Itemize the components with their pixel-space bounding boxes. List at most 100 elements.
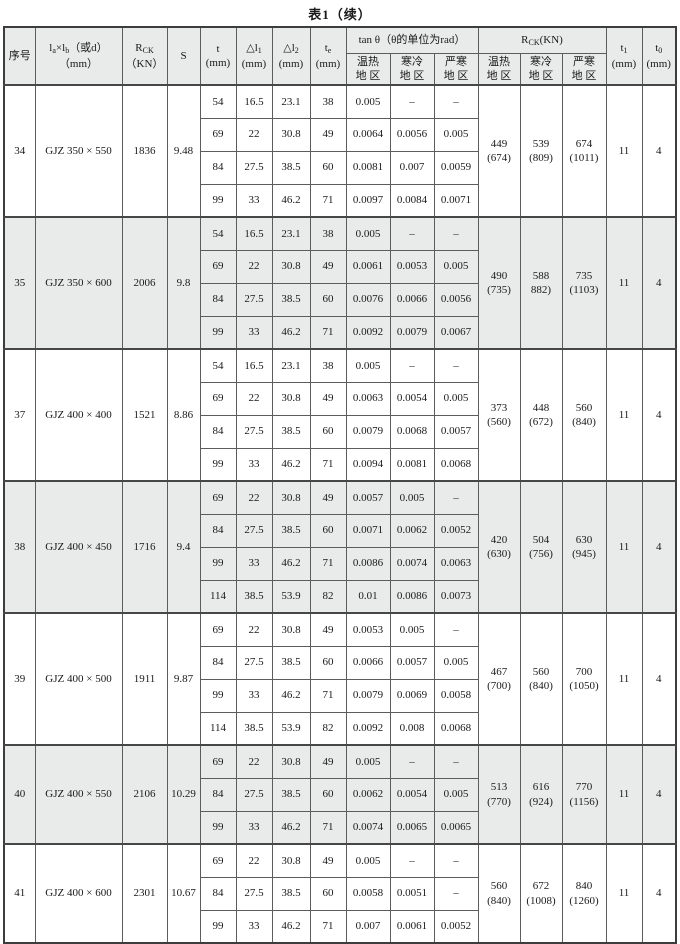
te-cell: 49 — [309, 612, 347, 647]
t-cell: 99 — [199, 447, 237, 482]
tan-cold-cell: 0.0074 — [389, 546, 435, 581]
dl2-cell: 38.5 — [271, 645, 311, 680]
table-row: 39 GJZ 400 × 500 1911 9.87 69 22 30.8 49 0.0053 0… — [3, 612, 677, 746]
dl2-cell: 30.8 — [271, 117, 311, 152]
tan-cold-cell: 0.005 — [389, 480, 435, 515]
table-row: 69 22 30.8 49 0.0063 0.0054 0.005 — [4, 381, 676, 416]
te-cell: 49 — [309, 381, 347, 416]
col-header-t1: t1 (mm) — [605, 26, 643, 86]
tan-warm-cell: 0.005 — [345, 843, 391, 878]
te-cell: 60 — [309, 513, 347, 548]
dl1-cell: 22 — [235, 480, 273, 515]
dl1-cell: 38.5 — [235, 579, 273, 614]
dl1-cell: 16.5 — [235, 84, 273, 119]
tan-severe-cell: 0.0067 — [433, 315, 479, 350]
tan-warm-cell: 0.0086 — [345, 546, 391, 581]
t-cell: 69 — [199, 249, 237, 284]
dl2-cell: 53.9 — [271, 711, 311, 746]
dl1-cell: 27.5 — [235, 513, 273, 548]
dl1-cell: 33 — [235, 315, 273, 350]
t-cell: 84 — [199, 645, 237, 680]
t1-cell: 11 — [605, 744, 643, 845]
t-cell: 99 — [199, 546, 237, 581]
tan-severe-cell: – — [433, 843, 479, 878]
t0-cell: 4 — [641, 480, 677, 614]
table-row: 99 33 46.2 71 0.0097 0.0084 0.0071 — [4, 183, 676, 218]
t-cell: 99 — [199, 315, 237, 350]
dl2-cell: 30.8 — [271, 612, 311, 647]
col-header-dl2: △l2 (mm) — [271, 26, 311, 86]
tan-warm-cell: 0.0057 — [345, 480, 391, 515]
tan-cold-cell: 0.0061 — [389, 909, 435, 944]
dl1-cell: 22 — [235, 843, 273, 878]
tan-warm-cell: 0.0092 — [345, 711, 391, 746]
t-cell: 84 — [199, 282, 237, 317]
t-cell: 99 — [199, 810, 237, 845]
t0-cell: 4 — [641, 744, 677, 845]
tan-cold-cell: 0.0057 — [389, 645, 435, 680]
dl1-cell: 16.5 — [235, 348, 273, 383]
table-row: 34 GJZ 350 × 550 1836 9.48 54 16.5 23.1 38 0.005… — [3, 84, 677, 218]
dl2-cell: 23.1 — [271, 216, 311, 251]
dl2-cell: 46.2 — [271, 447, 311, 482]
tan-severe-cell: 0.005 — [433, 117, 479, 152]
col-header-tan-warm: 温热 地 区 — [345, 52, 391, 86]
tan-severe-cell: – — [433, 348, 479, 383]
col-header-tan-cold: 寒冷 地 区 — [389, 52, 435, 86]
s-cell: 10.29 — [166, 744, 201, 845]
rck-warm-cell: 560 (840) — [477, 843, 521, 944]
t-cell: 69 — [199, 381, 237, 416]
s-cell: 8.86 — [166, 348, 201, 482]
dl2-cell: 23.1 — [271, 84, 311, 119]
te-cell: 38 — [309, 348, 347, 383]
tan-cold-cell: 0.0079 — [389, 315, 435, 350]
tan-cold-cell: 0.0051 — [389, 876, 435, 911]
rck-cold-cell: 560 (840) — [519, 612, 563, 746]
tan-cold-cell: 0.007 — [389, 150, 435, 185]
t-cell: 84 — [199, 414, 237, 449]
tan-warm-cell: 0.005 — [345, 216, 391, 251]
dl1-cell: 27.5 — [235, 414, 273, 449]
seq-cell: 35 — [3, 216, 36, 350]
dl1-cell: 33 — [235, 546, 273, 581]
table-row: 35 GJZ 350 × 600 2006 9.8 54 16.5 23.1 38 0.005–… — [3, 216, 677, 350]
tan-warm-cell: 0.0079 — [345, 414, 391, 449]
rck-warm-cell: 373 (560) — [477, 348, 521, 482]
page-title: 表1（续） — [308, 7, 372, 22]
tan-cold-cell: 0.0086 — [389, 579, 435, 614]
t-cell: 69 — [199, 843, 237, 878]
table-row: 114 38.5 53.9 82 0.0092 0.008 0.0068 — [4, 711, 676, 746]
tan-warm-cell: 0.0074 — [345, 810, 391, 845]
tan-warm-cell: 0.0097 — [345, 183, 391, 218]
tan-warm-cell: 0.0071 — [345, 513, 391, 548]
rck-cell: 1911 — [121, 612, 168, 746]
tan-cold-cell: 0.008 — [389, 711, 435, 746]
rck-severe-cell: 630 (945) — [561, 480, 607, 614]
t-cell: 69 — [199, 744, 237, 779]
tan-cold-cell: – — [389, 84, 435, 119]
tan-cold-cell: 0.0069 — [389, 678, 435, 713]
rck-severe-cell: 840 (1260) — [561, 843, 607, 944]
rck-cell: 2006 — [121, 216, 168, 350]
table-row: 84 27.5 38.5 60 0.0066 0.0057 0.005 — [4, 645, 676, 680]
table-row: 38 GJZ 400 × 450 1716 9.4 69 22 30.8 49 0.0057 0.… — [3, 480, 677, 614]
tan-cold-cell: – — [389, 843, 435, 878]
table-row: 69 22 30.8 49 0.0064 0.0056 0.005 — [4, 117, 676, 152]
tan-warm-cell: 0.0081 — [345, 150, 391, 185]
dl2-cell: 30.8 — [271, 249, 311, 284]
rck-cell: 2301 — [121, 843, 168, 944]
table-row: 84 27.5 38.5 60 0.0058 0.0051– — [4, 876, 676, 911]
table-row: 99 33 46.2 71 0.0086 0.0074 0.0063 — [4, 546, 676, 581]
tan-warm-cell: 0.0053 — [345, 612, 391, 647]
t-cell: 69 — [199, 480, 237, 515]
col-header-te: te (mm) — [309, 26, 347, 86]
tan-cold-cell: 0.0065 — [389, 810, 435, 845]
rck-warm-cell: 420 (630) — [477, 480, 521, 614]
col-group-tan: tan θ（θ的单位为rad） — [345, 26, 479, 54]
rck-cell: 2106 — [121, 744, 168, 845]
rck-cold-cell: 448 (672) — [519, 348, 563, 482]
s-cell: 9.48 — [166, 84, 201, 218]
tan-severe-cell: 0.0073 — [433, 579, 479, 614]
s-cell: 9.4 — [166, 480, 201, 614]
te-cell: 71 — [309, 678, 347, 713]
